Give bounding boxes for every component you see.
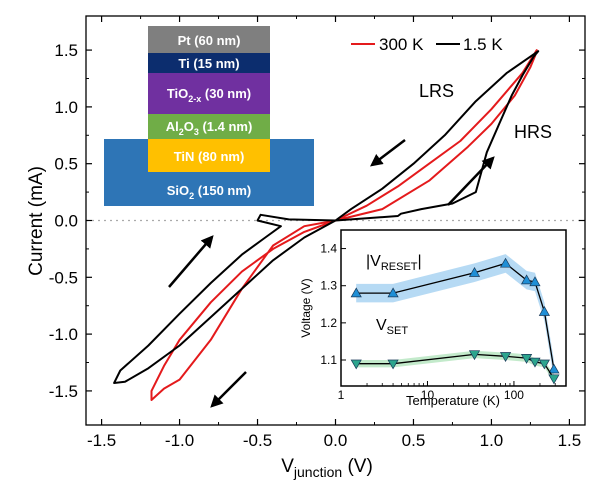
device-stack-diagram: Pt (60 nm) Ti (15 nm) TiO2-x (30 nm) Al2… <box>104 26 314 206</box>
annotation-lrs: LRS <box>419 81 454 101</box>
inset-y-tick-label: 1.3 <box>320 279 337 293</box>
stack-label-tin: TiN (80 nm) <box>174 149 245 164</box>
inset-line-vreset <box>356 262 555 370</box>
arrow-down-left-upper <box>370 139 406 167</box>
inset-y-tick-label: 1.4 <box>320 242 337 256</box>
inset-point-vset <box>520 354 533 364</box>
inset-x-axis-label: Temperature (K) <box>406 393 500 408</box>
x-tick-label: -1.0 <box>165 431 194 450</box>
stack-layer-tin <box>148 139 270 172</box>
x-tick-label: -0.5 <box>243 431 272 450</box>
stack-layer-ti <box>148 53 270 73</box>
inset-point-vreset <box>529 276 541 287</box>
legend-label-300k: 300 K <box>379 35 424 54</box>
arrow-up-right-lower <box>168 235 214 288</box>
inset-point-vreset <box>520 274 533 285</box>
stack-layer-tio2 <box>148 73 270 114</box>
x-tick-label: 1.5 <box>558 431 582 450</box>
legend-label-1.5k: 1.5 K <box>463 35 503 54</box>
inset-point-vset <box>529 357 541 368</box>
x-tick-label: 0.0 <box>324 431 348 450</box>
arrow-up-right <box>447 156 495 206</box>
inset-point-vset <box>350 359 362 370</box>
stack-label-pt: Pt (60 nm) <box>178 33 241 48</box>
y-tick-label: -1.0 <box>49 325 78 344</box>
inset-point-vreset <box>499 257 512 268</box>
stack-label-ti: Ti (15 nm) <box>178 56 239 71</box>
y-axis-label: Current (mA) <box>26 166 47 276</box>
inset-y-tick-label: 1.1 <box>320 353 337 367</box>
inset-point-vreset <box>387 287 399 298</box>
inset-point-vreset <box>350 287 362 298</box>
sweep-direction-arrows <box>168 139 495 408</box>
y-tick-label: 1.0 <box>54 98 78 117</box>
arrow-down-left-lower <box>210 371 247 408</box>
inset-point-vset <box>468 350 481 361</box>
y-tick-label: 0.5 <box>54 155 78 174</box>
stack-label-tio2: TiO2-x (30 nm) <box>167 86 251 104</box>
x-tick-label: -1.5 <box>87 431 116 450</box>
inset-point-vset <box>387 359 399 370</box>
inset-point-vset <box>499 352 512 362</box>
main-series-lines <box>113 49 540 401</box>
y-tick-label: -0.5 <box>49 268 78 287</box>
stack-layer-pt <box>148 26 270 53</box>
inset-label-vreset: |VRESET| <box>366 253 422 273</box>
inset-y-tick-label: 1.2 <box>320 316 337 330</box>
stack-layer-al2o3 <box>148 114 270 139</box>
inset-point-vset <box>548 374 560 385</box>
stack-label-sio2: SiO2 (150 nm) <box>167 183 252 201</box>
inset-point-vreset <box>468 267 481 277</box>
inset-label-vset: VSET <box>376 317 408 337</box>
inset-x-tick-label: 1 <box>338 388 345 402</box>
x-tick-label: 1.0 <box>480 431 504 450</box>
y-tick-label: -1.5 <box>49 382 78 401</box>
y-tick-label: 0.0 <box>54 212 78 231</box>
main-axis-ticks: -1.5 -1.0 -0.5 0.0 0.5 1.0 1.5 -1.5 -1.0 -0.5 0.0 0… <box>49 16 585 450</box>
stack-layer-sio2 <box>104 172 314 206</box>
inset-axis-ticks: 1 10 100 1.1 1.2 1.3 1.4 <box>320 242 567 402</box>
annotation-hrs: HRS <box>514 122 552 142</box>
series-line-1.5k <box>113 50 540 384</box>
x-tick-label: 0.5 <box>402 431 426 450</box>
inset-point-vreset <box>538 306 550 316</box>
stack-label-al2o3: Al2O3 (1.4 nm) <box>166 119 253 137</box>
inset-chart: 1 10 100 1.1 1.2 1.3 1.4 Voltage (V) Temperatu… <box>299 229 567 408</box>
inset-y-axis-label: Voltage (V) <box>299 278 313 337</box>
inset-series <box>350 257 560 385</box>
inset-band-vreset <box>356 254 554 379</box>
inset-x-tick-label: 100 <box>504 388 524 402</box>
legend: 300 K 1.5 K <box>351 35 503 54</box>
x-axis-label: Vjunction (V) <box>281 456 373 480</box>
inset-point-vset <box>538 359 550 370</box>
inset-point-vreset <box>548 363 560 374</box>
inset-x-tick-label: 10 <box>421 388 435 402</box>
y-tick-label: 1.5 <box>54 41 78 60</box>
